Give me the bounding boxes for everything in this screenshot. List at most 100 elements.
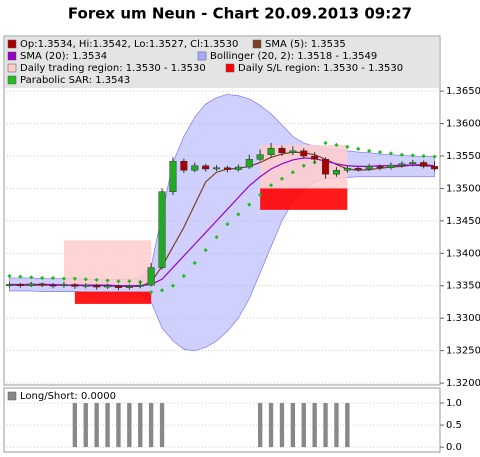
sar-point bbox=[214, 234, 219, 240]
sar-point bbox=[159, 288, 165, 293]
candle-body bbox=[93, 284, 101, 288]
candle-body bbox=[169, 160, 177, 192]
candle-body bbox=[82, 284, 90, 287]
legend-marker bbox=[197, 51, 207, 61]
sar-point bbox=[170, 283, 176, 288]
sar-point bbox=[203, 247, 208, 253]
candle-body bbox=[376, 166, 384, 168]
bar bbox=[159, 403, 165, 448]
candle-body bbox=[267, 147, 275, 155]
candle-body bbox=[354, 168, 362, 170]
sar-point bbox=[334, 142, 339, 148]
bar bbox=[105, 403, 110, 448]
sma-line bbox=[9, 157, 435, 287]
sar-point bbox=[268, 183, 274, 188]
y-tick-label: 1.3450 bbox=[446, 216, 480, 227]
region bbox=[63, 240, 152, 285]
sar-point bbox=[149, 290, 154, 295]
candle-body bbox=[431, 166, 439, 170]
region bbox=[260, 188, 348, 210]
bar bbox=[94, 403, 99, 448]
legend-box bbox=[5, 37, 439, 88]
bar bbox=[148, 403, 154, 448]
bar bbox=[127, 403, 132, 448]
candle-body bbox=[245, 159, 253, 168]
bar bbox=[72, 403, 78, 448]
sar-point bbox=[356, 146, 361, 151]
bar bbox=[290, 403, 296, 448]
candle-body bbox=[365, 166, 373, 170]
candle-body bbox=[191, 165, 199, 171]
candle-body bbox=[322, 159, 330, 175]
candle-body bbox=[38, 283, 46, 286]
y-tick-label: 1.3350 bbox=[446, 281, 480, 292]
candle-body bbox=[136, 284, 144, 287]
candle-body bbox=[300, 150, 308, 157]
y-tick-label: 0.0 bbox=[446, 442, 462, 453]
sar-point bbox=[225, 222, 230, 227]
candle-body bbox=[278, 147, 286, 154]
y-tick-label: 1.0 bbox=[446, 398, 462, 409]
candle-body bbox=[202, 165, 210, 170]
candle-body bbox=[27, 283, 35, 286]
sar-point bbox=[377, 149, 383, 155]
candle-body bbox=[311, 155, 319, 160]
legend-marker bbox=[7, 63, 17, 73]
candle-body bbox=[16, 284, 24, 286]
y-tick-label: 1.3400 bbox=[446, 248, 480, 259]
legend-label: Long/Short: 0.0000 bbox=[20, 391, 116, 402]
sar-point bbox=[399, 152, 404, 157]
legend-marker bbox=[7, 39, 17, 49]
y-tick-label: 0.5 bbox=[446, 420, 462, 431]
legend-marker bbox=[7, 75, 17, 85]
sar-point bbox=[345, 144, 350, 150]
candle-body bbox=[289, 150, 297, 154]
sar-point bbox=[421, 153, 426, 159]
y-tick-label: 1.3250 bbox=[446, 346, 480, 357]
legend-label: Daily trading region: 1.3530 - 1.3530 bbox=[20, 63, 206, 74]
candle-body bbox=[256, 154, 264, 160]
sar-point bbox=[192, 260, 197, 266]
region bbox=[74, 291, 152, 304]
legend-marker bbox=[252, 39, 262, 49]
bar bbox=[301, 403, 306, 448]
sar-point bbox=[279, 176, 285, 181]
candle-body bbox=[420, 162, 428, 167]
candle-body bbox=[60, 284, 68, 286]
legend-label: Bollinger (20, 2): 1.3518 - 1.3549 bbox=[210, 51, 377, 62]
legend-marker bbox=[225, 63, 235, 73]
legend-label: Parabolic SAR: 1.3543 bbox=[20, 75, 130, 86]
sar-point bbox=[367, 148, 372, 153]
legend-label: SMA (5): 1.3535 bbox=[265, 39, 346, 50]
sar-point bbox=[236, 212, 241, 217]
candle-body bbox=[234, 166, 242, 170]
legend-marker bbox=[7, 51, 17, 61]
chart-title: Forex um Neun - Chart 20.09.2013 09:27 bbox=[68, 5, 412, 23]
candle-body bbox=[104, 285, 112, 288]
candle-body bbox=[5, 284, 13, 286]
candle-body bbox=[147, 267, 155, 286]
sar-point bbox=[323, 140, 328, 146]
sar-point bbox=[247, 202, 252, 207]
bar bbox=[116, 403, 121, 448]
candle-body bbox=[180, 160, 188, 171]
candle-body bbox=[49, 284, 57, 287]
legend-label: Op:1.3534, Hi:1.3542, Lo:1.3527, Cl:1.35… bbox=[20, 39, 238, 50]
bar bbox=[138, 403, 143, 448]
candle-body bbox=[213, 167, 221, 170]
sar-point bbox=[258, 192, 263, 198]
y-tick-label: 1.3550 bbox=[446, 151, 480, 162]
sar-point bbox=[290, 170, 295, 175]
y-tick-label: 1.3200 bbox=[446, 378, 480, 389]
candle-body bbox=[343, 168, 351, 171]
candle-body bbox=[71, 284, 79, 287]
bar bbox=[312, 403, 317, 448]
sar-point bbox=[181, 273, 186, 279]
y-tick-label: 1.3500 bbox=[446, 183, 480, 194]
candle-body bbox=[409, 162, 417, 165]
bar bbox=[334, 403, 339, 448]
sar-point bbox=[388, 151, 394, 156]
candle-body bbox=[158, 191, 166, 268]
